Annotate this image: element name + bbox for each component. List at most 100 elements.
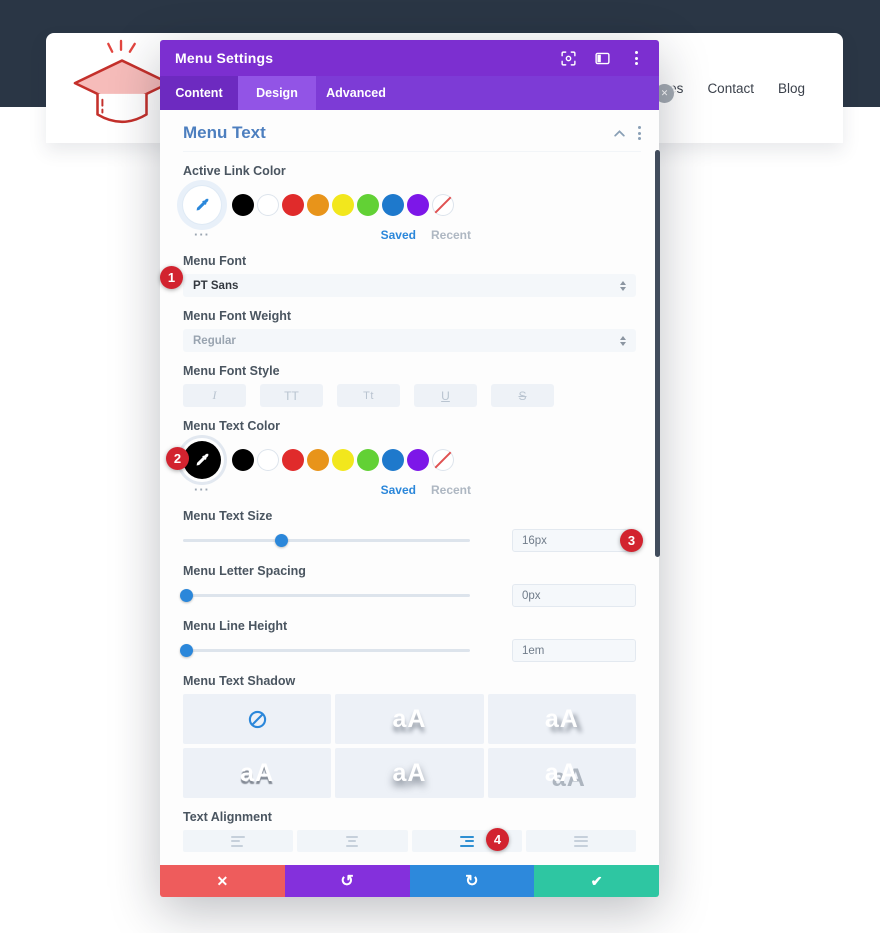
menu-font-weight-value: Regular	[193, 334, 236, 347]
tab-content[interactable]: Content	[160, 76, 238, 110]
slider-track	[183, 594, 470, 597]
section-options-icon[interactable]	[638, 126, 641, 140]
nav-link-contact[interactable]: Contact	[707, 80, 754, 96]
save-button[interactable]: ✔	[534, 865, 659, 897]
modal-scrollbar[interactable]	[655, 150, 660, 557]
menu-line-height-group: Menu Line Height 1em	[179, 619, 636, 662]
modal-action-bar: ✕ ↺ ↻ ✔	[160, 865, 659, 897]
color-swatch[interactable]	[332, 449, 354, 471]
menu-font-value: PT Sans	[193, 279, 239, 292]
menu-text-shadow-group: Menu Text Shadow aA aA aA aA aA	[183, 674, 636, 798]
menu-text-size-slider[interactable]	[183, 529, 470, 552]
menu-text-size-input[interactable]: 16px	[512, 529, 636, 552]
menu-font-group: Menu Font PT Sans	[183, 254, 636, 297]
text-shadow-preset-button[interactable]: aA	[335, 694, 484, 744]
menu-letter-spacing-input[interactable]: 0px	[512, 584, 636, 607]
select-arrows-icon	[620, 335, 626, 346]
underline-button[interactable]: U	[414, 384, 477, 407]
saved-tab[interactable]: Saved	[380, 228, 416, 242]
nav-link-blog[interactable]: Blog	[777, 80, 805, 96]
modal-title: Menu Settings	[175, 50, 274, 66]
annotation-badge-3: 3	[620, 529, 643, 552]
field-label: Menu Text Shadow	[183, 674, 296, 688]
menu-letter-spacing-group: Menu Letter Spacing 0px	[179, 564, 636, 607]
redo-button[interactable]: ↻	[409, 865, 535, 897]
undo-button[interactable]: ↺	[284, 865, 410, 897]
menu-settings-modal: Menu Settings C	[160, 40, 660, 897]
menu-letter-spacing-slider[interactable]	[179, 584, 470, 607]
slider-track	[183, 649, 470, 652]
tab-design[interactable]: Design	[238, 76, 316, 110]
slider-thumb[interactable]	[274, 534, 288, 547]
slider-track	[183, 539, 470, 542]
text-shadow-preset-button[interactable]: aA	[487, 748, 636, 798]
color-swatch[interactable]	[307, 194, 329, 216]
text-shadow-preset-button[interactable]: aA	[487, 694, 636, 744]
strikethrough-button[interactable]: S	[491, 384, 554, 407]
text-alignment-group: Text Alignment	[183, 810, 636, 852]
color-swatch[interactable]	[332, 194, 354, 216]
menu-font-select[interactable]: PT Sans	[183, 274, 636, 297]
more-swatches-button[interactable]: ···	[194, 482, 210, 497]
color-swatch[interactable]	[232, 194, 254, 216]
annotation-badge-4: 4	[486, 828, 509, 851]
module-disable-icon[interactable]: ✕	[655, 84, 674, 103]
field-label: Menu Text Color	[183, 419, 280, 433]
field-label: Menu Text Size	[183, 509, 273, 523]
saved-tab[interactable]: Saved	[380, 483, 416, 497]
more-swatches-button[interactable]: ···	[194, 227, 210, 242]
text-shadow-preset-button[interactable]: aA	[183, 748, 332, 798]
graduation-cap-logo	[73, 39, 173, 132]
transparent-swatch[interactable]	[432, 449, 454, 471]
transparent-swatch[interactable]	[432, 194, 454, 216]
color-swatch[interactable]	[382, 449, 404, 471]
annotation-badge-1: 1	[160, 266, 183, 289]
text-shadow-preset-button[interactable]: aA	[335, 748, 484, 798]
color-swatch[interactable]	[382, 194, 404, 216]
focus-scan-icon[interactable]	[561, 50, 576, 66]
align-left-button[interactable]	[183, 830, 294, 852]
color-swatch[interactable]	[282, 194, 304, 216]
menu-line-height-input[interactable]: 1em	[512, 639, 636, 662]
color-swatch[interactable]	[407, 194, 429, 216]
color-swatch[interactable]	[307, 449, 329, 471]
menu-font-weight-group: Menu Font Weight Regular	[183, 309, 636, 352]
color-swatch[interactable]	[257, 449, 279, 471]
field-label: Menu Font Weight	[183, 309, 292, 323]
panel-layout-icon[interactable]	[595, 51, 610, 66]
italic-button[interactable]: I	[183, 384, 246, 407]
color-swatch[interactable]	[282, 449, 304, 471]
color-swatch-list	[232, 449, 454, 471]
recent-tab[interactable]: Recent	[430, 228, 471, 242]
field-label: Active Link Color	[183, 164, 286, 178]
eyedropper-button[interactable]	[183, 186, 221, 224]
smallcaps-button[interactable]: Tt	[337, 384, 400, 407]
eyedropper-button-selected-black[interactable]	[183, 441, 221, 479]
align-center-button[interactable]	[297, 830, 408, 852]
color-swatch[interactable]	[257, 194, 279, 216]
more-options-icon[interactable]	[629, 51, 644, 66]
discard-button[interactable]: ✕	[160, 865, 285, 897]
annotation-badge-2: 2	[166, 447, 189, 470]
color-swatch-list	[232, 194, 454, 216]
menu-text-section-header[interactable]: Menu Text	[183, 110, 641, 152]
color-swatch[interactable]	[357, 449, 379, 471]
color-swatch[interactable]	[232, 449, 254, 471]
color-swatch[interactable]	[357, 194, 379, 216]
slider-thumb[interactable]	[179, 589, 193, 602]
menu-font-weight-select[interactable]: Regular	[183, 329, 636, 352]
section-title: Menu Text	[183, 123, 266, 142]
align-justify-button[interactable]	[525, 830, 636, 852]
menu-text-color-group: Menu Text Color ··· Saved Recent	[183, 419, 636, 497]
uppercase-button[interactable]: TT	[260, 384, 323, 407]
chevron-up-icon[interactable]	[614, 129, 625, 137]
select-arrows-icon	[620, 280, 626, 291]
tab-advanced[interactable]: Advanced	[326, 86, 386, 100]
color-swatch[interactable]	[407, 449, 429, 471]
menu-line-height-slider[interactable]	[179, 639, 470, 662]
field-label: Text Alignment	[183, 810, 272, 824]
text-shadow-none-button[interactable]	[183, 694, 332, 744]
slider-thumb[interactable]	[179, 644, 193, 657]
recent-tab[interactable]: Recent	[430, 483, 471, 497]
